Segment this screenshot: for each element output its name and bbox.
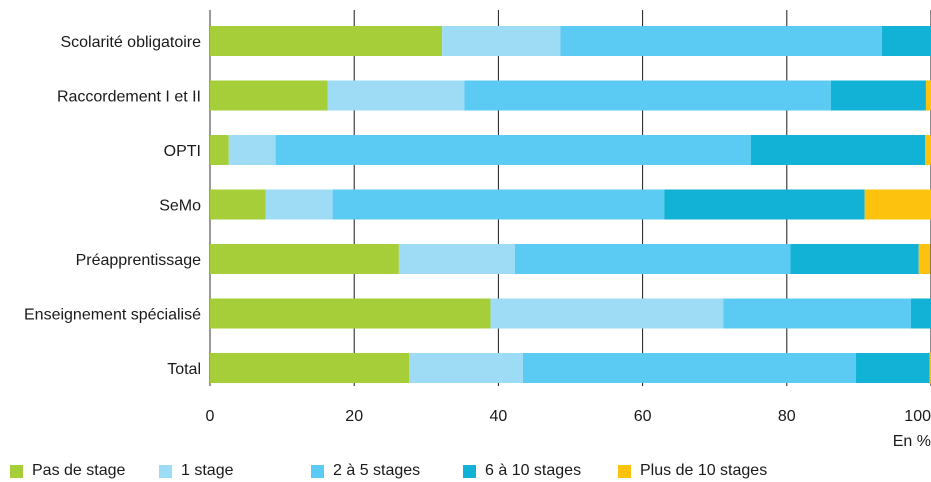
legend-swatch — [311, 464, 324, 478]
legend-label: 1 stage — [181, 462, 234, 479]
bar-semo-plus-de-10-stages — [864, 189, 931, 220]
x-tick-label: 20 — [345, 408, 363, 425]
bar-opti-2-a-5-stages — [275, 135, 751, 165]
bar-total-plus-de-10-stages — [929, 353, 931, 383]
category-label-scolarite-obligatoire: Scolarité obligatoire — [60, 34, 201, 51]
category-label-total: Total — [167, 361, 201, 378]
legend-item-plus-de-10-stages: Plus de 10 stages — [618, 462, 767, 480]
bar-semo-pas-de-stage — [210, 189, 266, 220]
bar-preapprentissage-1-stage — [398, 244, 515, 274]
legend-swatch — [618, 464, 631, 478]
legend-label: 2 à 5 stages — [333, 462, 421, 479]
legend-label: 6 à 10 stages — [485, 462, 582, 479]
bar-preapprentissage-2-a-5-stages — [514, 244, 791, 274]
bar-preapprentissage-6-a-10-stages — [790, 244, 919, 274]
legend-label: Pas de stage — [32, 462, 126, 479]
category-label-opti: OPTI — [164, 143, 201, 160]
legend-item-pas-de-stage: Pas de stage — [10, 462, 159, 480]
category-label-semo: SeMo — [159, 198, 201, 215]
bar-scolarite-obligatoire-6-a-10-stages — [881, 26, 931, 56]
bar-enseignement-specialise-2-a-5-stages — [723, 298, 911, 329]
bar-raccordement-i-et-ii-1-stage — [327, 80, 465, 111]
category-label-enseignement-specialise: Enseignement spécialisé — [24, 307, 201, 324]
x-axis-label: En % — [893, 433, 931, 450]
legend-swatch — [159, 464, 172, 478]
legend-item-1-stage: 1 stage — [159, 462, 311, 480]
bars — [210, 26, 931, 383]
bar-raccordement-i-et-ii-pas-de-stage — [210, 80, 328, 111]
bar-opti-6-a-10-stages — [750, 135, 926, 165]
bar-enseignement-specialise-pas-de-stage — [210, 298, 491, 329]
bar-scolarite-obligatoire-2-a-5-stages — [560, 26, 882, 56]
x-tick-labels: 0 20 40 60 80 100 — [206, 408, 931, 425]
legend-label: Plus de 10 stages — [640, 462, 768, 479]
bar-enseignement-specialise-1-stage — [490, 298, 724, 329]
legend-item-6-a-10-stages: 6 à 10 stages — [463, 462, 618, 480]
bar-semo-6-a-10-stages — [664, 189, 865, 220]
bar-enseignement-specialise-6-a-10-stages — [910, 298, 931, 329]
legend: Pas de stage 1 stage 2 à 5 stages 6 à 10… — [10, 461, 767, 481]
bar-raccordement-i-et-ii-2-a-5-stages — [464, 80, 831, 111]
bar-total-6-a-10-stages — [856, 353, 930, 383]
bar-scolarite-obligatoire-pas-de-stage — [210, 26, 443, 56]
bar-preapprentissage-pas-de-stage — [210, 244, 399, 274]
x-tick-label: 80 — [778, 408, 796, 425]
bar-semo-1-stage — [265, 189, 333, 220]
bar-opti-1-stage — [228, 135, 276, 165]
bar-total-pas-de-stage — [210, 353, 409, 383]
legend-swatch — [463, 464, 476, 478]
x-tick-label: 40 — [490, 408, 508, 425]
bar-raccordement-i-et-ii-plus-de-10-stages — [925, 80, 931, 111]
bar-opti-plus-de-10-stages — [925, 135, 931, 165]
category-label-preapprentissage: Préapprentissage — [76, 252, 202, 269]
x-tick-label: 100 — [904, 408, 931, 425]
bar-total-1-stage — [408, 353, 523, 383]
category-label-raccordement-i-et-ii: Raccordement I et II — [57, 89, 201, 106]
x-tick-label: 60 — [634, 408, 652, 425]
category-labels: Scolarité obligatoire Raccordement I et I… — [24, 34, 201, 378]
bar-scolarite-obligatoire-1-stage — [442, 26, 561, 56]
legend-item-2-a-5-stages: 2 à 5 stages — [311, 462, 463, 480]
x-tick-label: 0 — [206, 408, 215, 425]
bar-preapprentissage-plus-de-10-stages — [918, 244, 931, 274]
bar-semo-2-a-5-stages — [332, 189, 665, 220]
stacked-bar-chart: Scolarité obligatoire Raccordement I et I… — [24, 10, 931, 450]
bar-opti-pas-de-stage — [210, 135, 229, 165]
legend-swatch — [10, 464, 23, 478]
bar-raccordement-i-et-ii-6-a-10-stages — [830, 80, 926, 111]
bar-total-2-a-5-stages — [522, 353, 857, 383]
